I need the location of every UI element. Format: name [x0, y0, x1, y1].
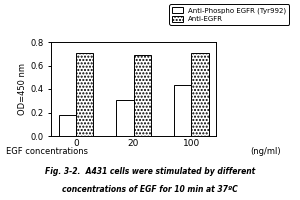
Legend: Anti-Phospho EGFR (Tyr992), Anti-EGFR: Anti-Phospho EGFR (Tyr992), Anti-EGFR: [169, 4, 289, 25]
Bar: [191, 53, 208, 136]
Bar: [134, 55, 151, 136]
Text: (ng/ml): (ng/ml): [250, 146, 280, 156]
Text: concentrations of EGF for 10 min at 37ºC: concentrations of EGF for 10 min at 37ºC: [62, 184, 238, 194]
Y-axis label: OD=450 nm: OD=450 nm: [18, 63, 27, 115]
Text: Fig. 3-2.  A431 cells were stimulated by different: Fig. 3-2. A431 cells were stimulated by …: [45, 166, 255, 176]
Bar: [116, 100, 134, 136]
Bar: [58, 115, 76, 136]
Bar: [76, 53, 93, 136]
Bar: [174, 85, 191, 136]
Text: EGF concentrations: EGF concentrations: [6, 146, 88, 156]
